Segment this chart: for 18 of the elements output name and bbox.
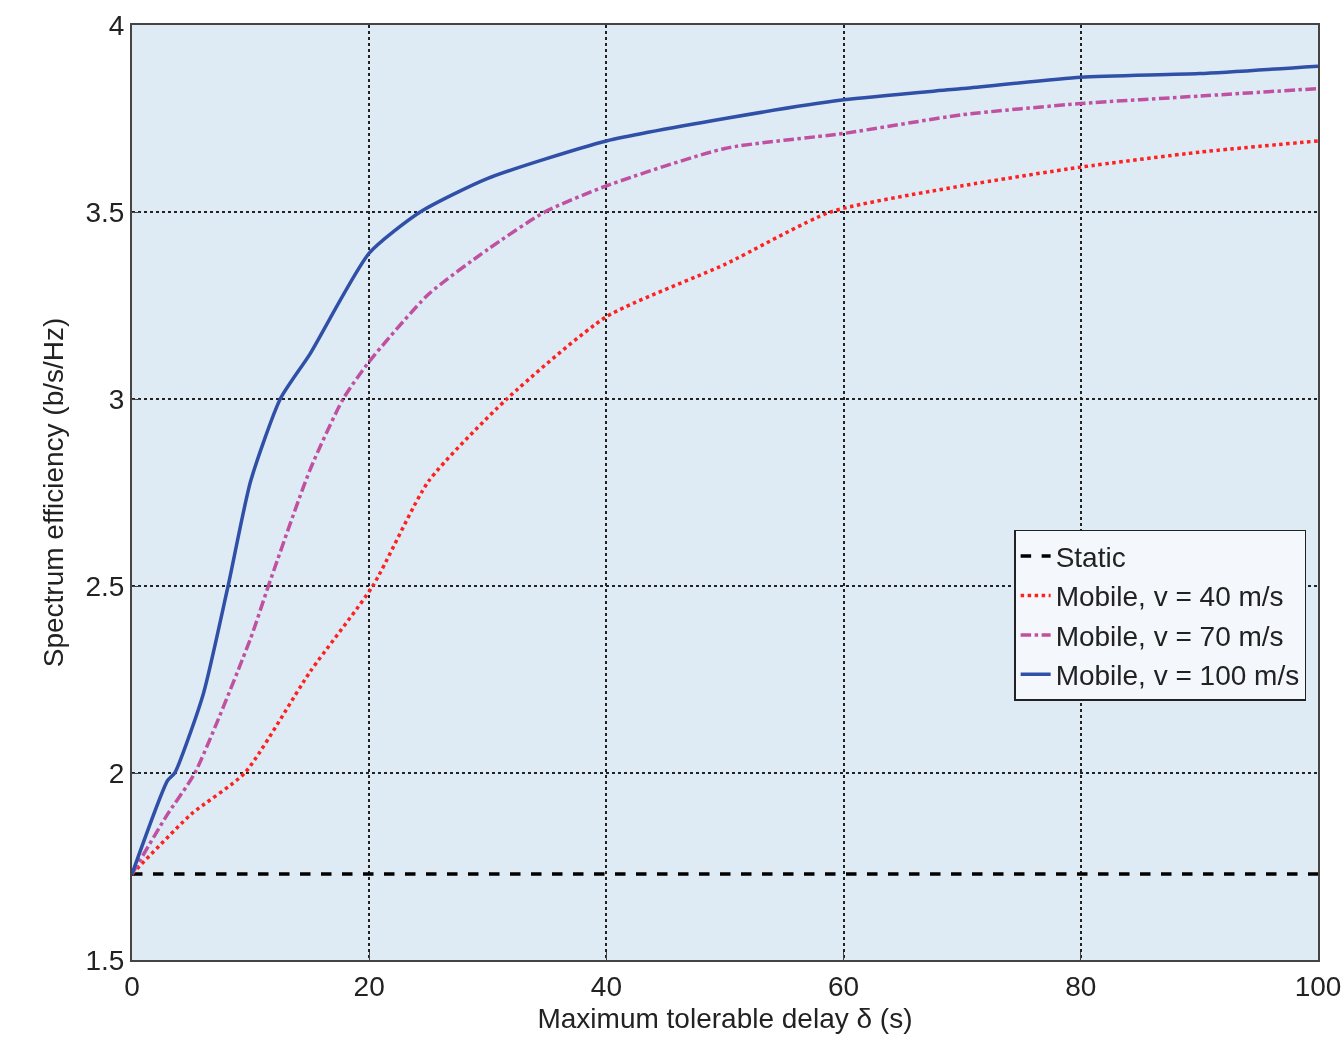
legend-label: Mobile, v = 70 m/s: [1055, 620, 1284, 652]
x-tick-label: 80: [1065, 970, 1097, 1002]
x-tick-label: 0: [124, 970, 140, 1002]
x-tick-label: 100: [1294, 970, 1342, 1002]
legend-label: Mobile, v = 100 m/s: [1055, 660, 1300, 692]
y-tick-label: 2: [108, 757, 125, 789]
legend-label: Mobile, v = 40 m/s: [1055, 581, 1284, 613]
x-axis-title: Maximum tolerable delay δ (s): [537, 1003, 913, 1035]
x-tick-label: 60: [828, 970, 860, 1002]
y-tick-label: 3.5: [85, 196, 125, 228]
x-tick-label: 40: [590, 970, 622, 1002]
y-tick-label: 1.5: [85, 944, 125, 976]
y-axis-title: Spectrum efficiency (b/s/Hz): [37, 317, 69, 668]
y-tick-label: 3: [108, 383, 125, 415]
y-tick-label: 4: [108, 9, 125, 41]
legend-label: Static: [1055, 542, 1126, 574]
y-tick-label: 2.5: [85, 570, 125, 602]
x-tick-label: 20: [353, 970, 385, 1002]
